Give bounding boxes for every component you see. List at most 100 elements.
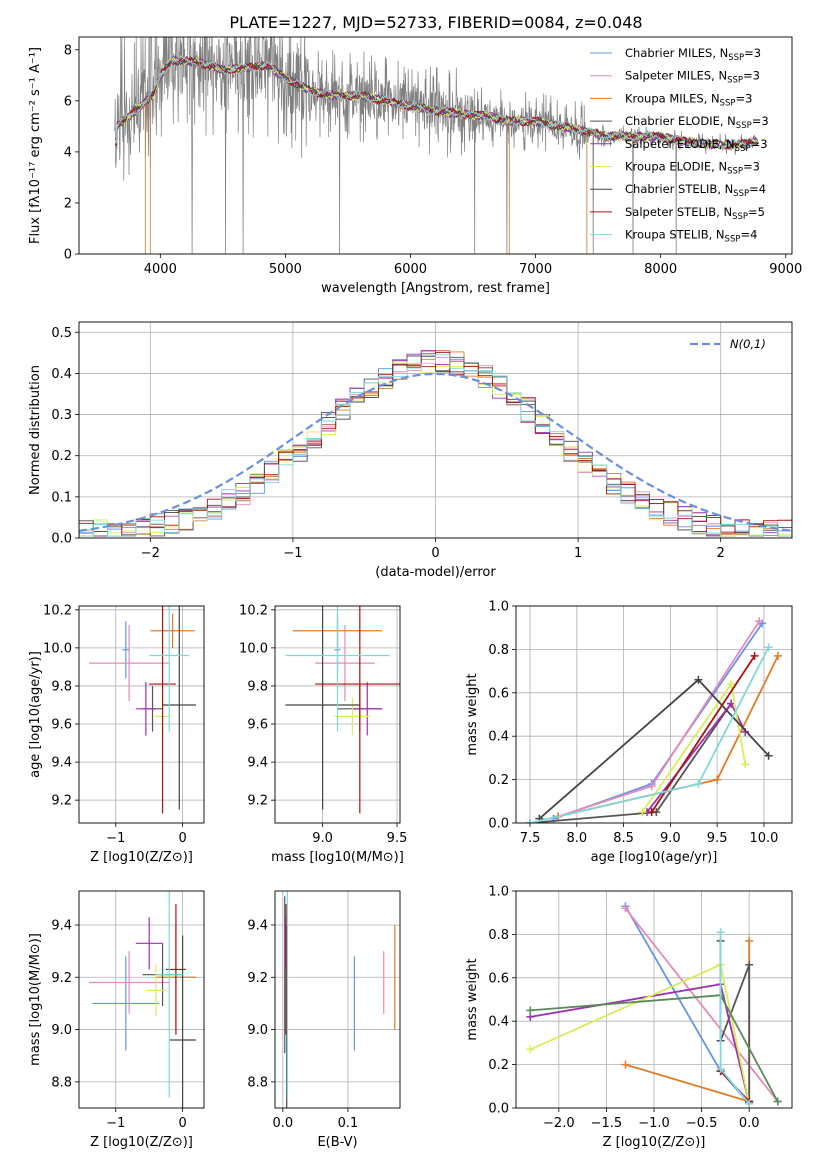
y-tick-label: 1.0 xyxy=(488,885,509,900)
series-marker xyxy=(526,1006,535,1015)
series-marker xyxy=(773,1097,782,1106)
legend-subscript: SSP xyxy=(728,53,744,63)
data-point xyxy=(285,606,390,732)
y-tick-label: 0.2 xyxy=(51,449,72,464)
legend-subscript: SSP xyxy=(733,189,749,199)
legend-text: Kroupa STELIB, N xyxy=(625,228,725,242)
y-tick-label: 0.8 xyxy=(488,928,509,943)
y-axis-label: mass [log10(M/M⊙)] xyxy=(28,933,43,1066)
y-tick-label: 0.5 xyxy=(51,326,72,341)
data-point xyxy=(315,606,400,814)
y-axis-label: age [log10(age/yr)] xyxy=(28,651,43,778)
data-point xyxy=(89,625,170,702)
x-tick-label: −1 xyxy=(106,831,125,846)
series-marker xyxy=(621,1060,630,1069)
y-tick-label: 0.8 xyxy=(488,643,509,658)
data-point xyxy=(92,956,160,1051)
y-tick-label: 9.2 xyxy=(51,971,72,986)
legend-label: Salpeter ELODIE, NSSP=3 xyxy=(625,137,768,154)
axes-frame xyxy=(78,605,205,824)
spectrum-observed xyxy=(113,37,757,254)
y-tick-label: 0.1 xyxy=(51,490,72,505)
x-tick-label: −1.0 xyxy=(638,1116,670,1131)
y-tick-label: 9.8 xyxy=(247,679,268,694)
legend-subscript: SSP xyxy=(725,235,741,245)
y-tick-label: 0 xyxy=(64,248,72,263)
y-tick-label: 0.3 xyxy=(51,408,72,423)
series-marker xyxy=(741,760,750,769)
axes-frame xyxy=(274,605,401,824)
y-axis-label: mass weight xyxy=(465,673,480,755)
series-line xyxy=(624,907,779,1103)
series-marker xyxy=(764,643,773,652)
y-tick-label: 9.2 xyxy=(247,794,268,809)
axes-mass-vs-Z: −1 0 8.8 9.0 9.2 9.4 Z [log10(Z/Z⊙)] mass [log1… xyxy=(28,890,205,1150)
y-tick-label: 6 xyxy=(64,94,72,109)
axes-mass-vs-EBV: 0.0 0.1 8.8 9.0 9.2 9.4 E(B-V) xyxy=(247,890,401,1150)
y-tick-label: 9.4 xyxy=(247,756,268,771)
y-tick-label: 1.0 xyxy=(488,600,509,615)
data-point xyxy=(149,606,190,732)
series-marker xyxy=(526,819,535,823)
axes-frame xyxy=(78,890,205,1109)
data-point xyxy=(315,625,375,702)
x-axis-label: mass [log10(M/M⊙)] xyxy=(271,850,404,865)
plot-area-mass-vs-Z xyxy=(89,891,196,1108)
y-tick-label: 0.2 xyxy=(488,1058,509,1073)
x-tick-label: 10.0 xyxy=(749,831,778,846)
axes-weight-vs-Z: −2.0 −1.5 −1.0 −0.5 0.0 0.0 0.2 0.4 0.6 0.8 1.0 Z [… xyxy=(465,885,793,1150)
data-point xyxy=(145,964,166,1017)
series-marker xyxy=(621,904,630,913)
axes-frame xyxy=(78,36,793,255)
y-tick-label: 10.2 xyxy=(239,603,268,618)
y-tick-label: 9.0 xyxy=(247,1023,268,1038)
series-line xyxy=(650,655,756,813)
plot-area-age-vs-Z xyxy=(89,606,196,814)
plot-layer: 4000 5000 6000 7000 8000 9000 0 2 4 6 8 wavelength … xyxy=(28,36,802,1150)
legend-text: Chabrier ELODIE, N xyxy=(625,114,736,128)
y-tick-label: 0.0 xyxy=(488,1102,509,1117)
x-tick-label: 4000 xyxy=(144,262,177,277)
y-tick-label: 4 xyxy=(64,145,72,160)
axes-weight-vs-age: 7.5 8.0 8.5 9.0 9.5 10.0 0.0 0.2 0.4 0.6 0.8 1.0 age… xyxy=(465,600,793,865)
legend-label: Kroupa ELODIE, NSSP=3 xyxy=(625,160,760,177)
legend-text: Salpeter STELIB, N xyxy=(625,205,732,219)
legend-label: Kroupa STELIB, NSSP=4 xyxy=(625,228,757,245)
histogram-step xyxy=(79,354,792,538)
legend-suffix: =3 xyxy=(743,160,760,174)
axes-age-vs-Z: −1 0 9.2 9.4 9.6 9.8 10.0 10.2 Z [log10(Z/Z⊙)] ag… xyxy=(28,603,205,865)
legend-label: Chabrier ELODIE, NSSP=3 xyxy=(625,114,769,131)
legend-suffix: =3 xyxy=(735,91,752,105)
x-axis-label: Z [log10(Z/Z⊙)] xyxy=(603,1135,706,1150)
plot-area-mass-vs-EBV xyxy=(284,891,396,1108)
legend-text: Salpeter MILES, N xyxy=(625,69,727,83)
series-marker xyxy=(694,779,703,788)
data-point xyxy=(149,606,176,814)
data-point xyxy=(155,891,183,1098)
legend: N(0,1) xyxy=(690,337,766,351)
x-tick-label: 2 xyxy=(717,546,725,561)
legend-label: Chabrier MILES, NSSP=3 xyxy=(625,46,761,63)
legend-subscript: SSP xyxy=(735,144,751,154)
y-tick-label: 0.2 xyxy=(488,773,509,788)
x-tick-label: 0 xyxy=(178,1116,186,1131)
x-tick-label: 6000 xyxy=(394,262,427,277)
y-tick-label: 9.2 xyxy=(247,971,268,986)
y-tick-label: 8 xyxy=(64,43,72,58)
data-point xyxy=(162,606,196,810)
series-marker xyxy=(773,651,782,660)
legend-suffix: =5 xyxy=(748,205,765,219)
series-line xyxy=(624,905,750,1105)
model-spectrum xyxy=(114,56,759,150)
x-tick-label: 0.0 xyxy=(272,1116,293,1131)
y-tick-label: 0.4 xyxy=(51,367,72,382)
plot-area-weight-vs-Z xyxy=(526,902,782,1108)
series-marker xyxy=(716,1064,725,1073)
x-axis-label: wavelength [Angstrom, rest frame] xyxy=(321,281,550,296)
x-tick-label: 0 xyxy=(431,546,439,561)
plot-area-age-vs-mass xyxy=(285,606,400,814)
legend-text: Kroupa MILES, N xyxy=(625,91,720,105)
data-point xyxy=(352,682,383,736)
legend-label: N(0,1) xyxy=(730,337,766,351)
